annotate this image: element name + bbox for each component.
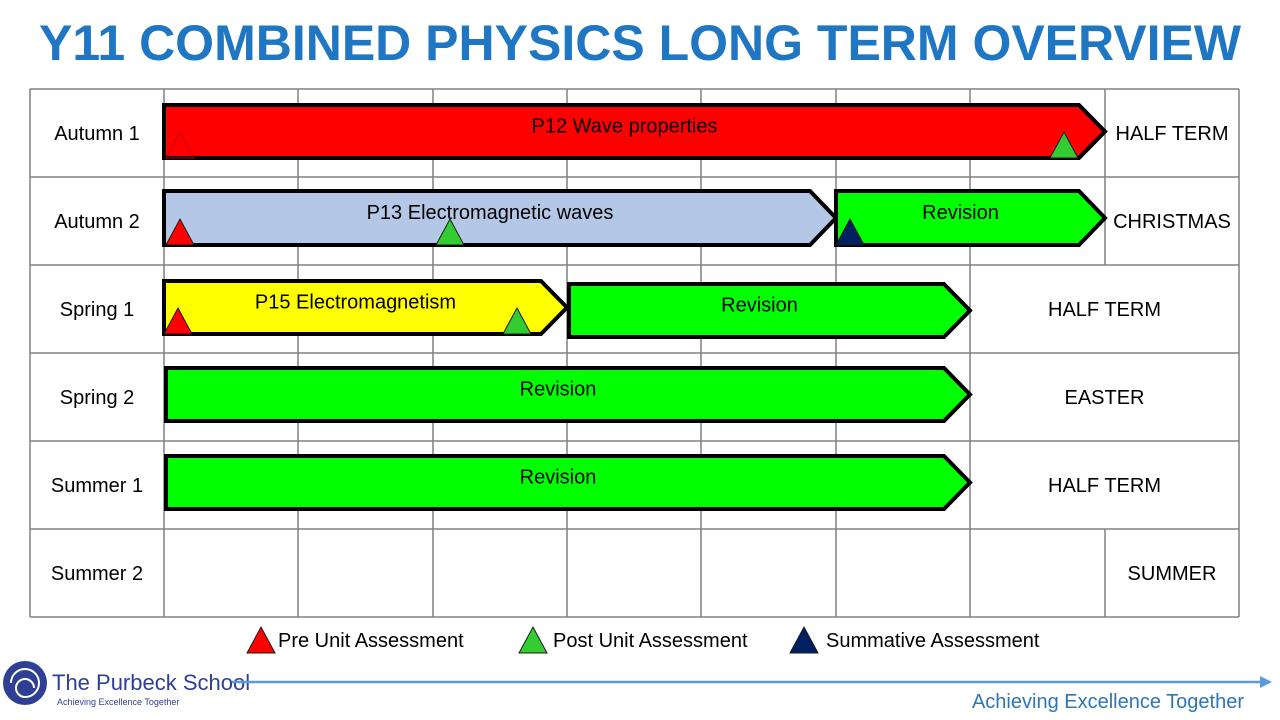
summative-assessment-icon — [835, 217, 865, 246]
post-unit-assessment-icon — [502, 306, 532, 335]
timeline-grid: Autumn 1 HALF TERM Autumn 2 CHRISTMAS Spring… — [29, 88, 1240, 618]
unit-arrow — [162, 189, 839, 247]
post-unit-assessment-icon — [435, 217, 465, 246]
unit-arrow — [164, 454, 973, 511]
unit-arrow — [162, 279, 570, 336]
unit-arrow — [162, 103, 1108, 160]
term-label: Summer 2 — [51, 563, 143, 585]
term-label: Spring 2 — [60, 387, 135, 409]
unit-bars: P12 Wave properties P13 Electromagnetic w… — [162, 103, 1108, 511]
post-unit-assessment-icon — [518, 625, 548, 654]
pre-unit-assessment-icon — [165, 217, 195, 246]
unit-label: Revision — [520, 467, 597, 489]
page-title: Y11 COMBINED PHYSICS LONG TERM OVERVIEW — [39, 15, 1242, 71]
tagline: Achieving Excellence Together — [972, 691, 1244, 713]
school-logo-icon — [3, 661, 47, 705]
holiday-label: SUMMER — [1128, 563, 1217, 585]
holiday-label: HALF TERM — [1048, 299, 1161, 321]
unit-label: Revision — [520, 379, 597, 401]
pre-unit-assessment-icon — [163, 306, 193, 335]
term-label: Autumn 1 — [54, 123, 140, 145]
legend-label: Pre Unit Assessment — [278, 630, 464, 652]
school-name: The Purbeck School — [52, 670, 250, 695]
post-unit-assessment-icon — [1049, 130, 1079, 159]
unit-label: P12 Wave properties — [531, 116, 717, 138]
holiday-label: HALF TERM — [1048, 475, 1161, 497]
footer: The Purbeck School Achieving Excellence … — [3, 661, 1272, 713]
term-label: Autumn 2 — [54, 211, 140, 233]
pre-unit-assessment-icon — [246, 625, 276, 654]
legend: Pre Unit Assessment Post Unit Assessment S… — [246, 625, 1040, 654]
unit-arrow — [567, 282, 973, 339]
unit-arrow — [834, 189, 1108, 247]
term-label: Spring 1 — [60, 299, 135, 321]
arrow-head-icon — [1260, 676, 1272, 688]
unit-label: Revision — [922, 202, 999, 224]
unit-label: P13 Electromagnetic waves — [367, 202, 614, 224]
summative-assessment-icon — [789, 625, 819, 654]
holiday-label: EASTER — [1064, 387, 1144, 409]
legend-label: Summative Assessment — [826, 630, 1040, 652]
assessment-markers — [163, 130, 1079, 335]
pre-unit-assessment-icon — [165, 130, 195, 159]
unit-label: Revision — [721, 295, 798, 317]
unit-arrow — [164, 366, 973, 423]
holiday-label: CHRISTMAS — [1113, 211, 1231, 233]
unit-label: P15 Electromagnetism — [255, 292, 456, 314]
term-label: Summer 1 — [51, 475, 143, 497]
holiday-label: HALF TERM — [1116, 123, 1229, 145]
legend-label: Post Unit Assessment — [553, 630, 748, 652]
school-motto: Achieving Excellence Together — [57, 697, 179, 707]
